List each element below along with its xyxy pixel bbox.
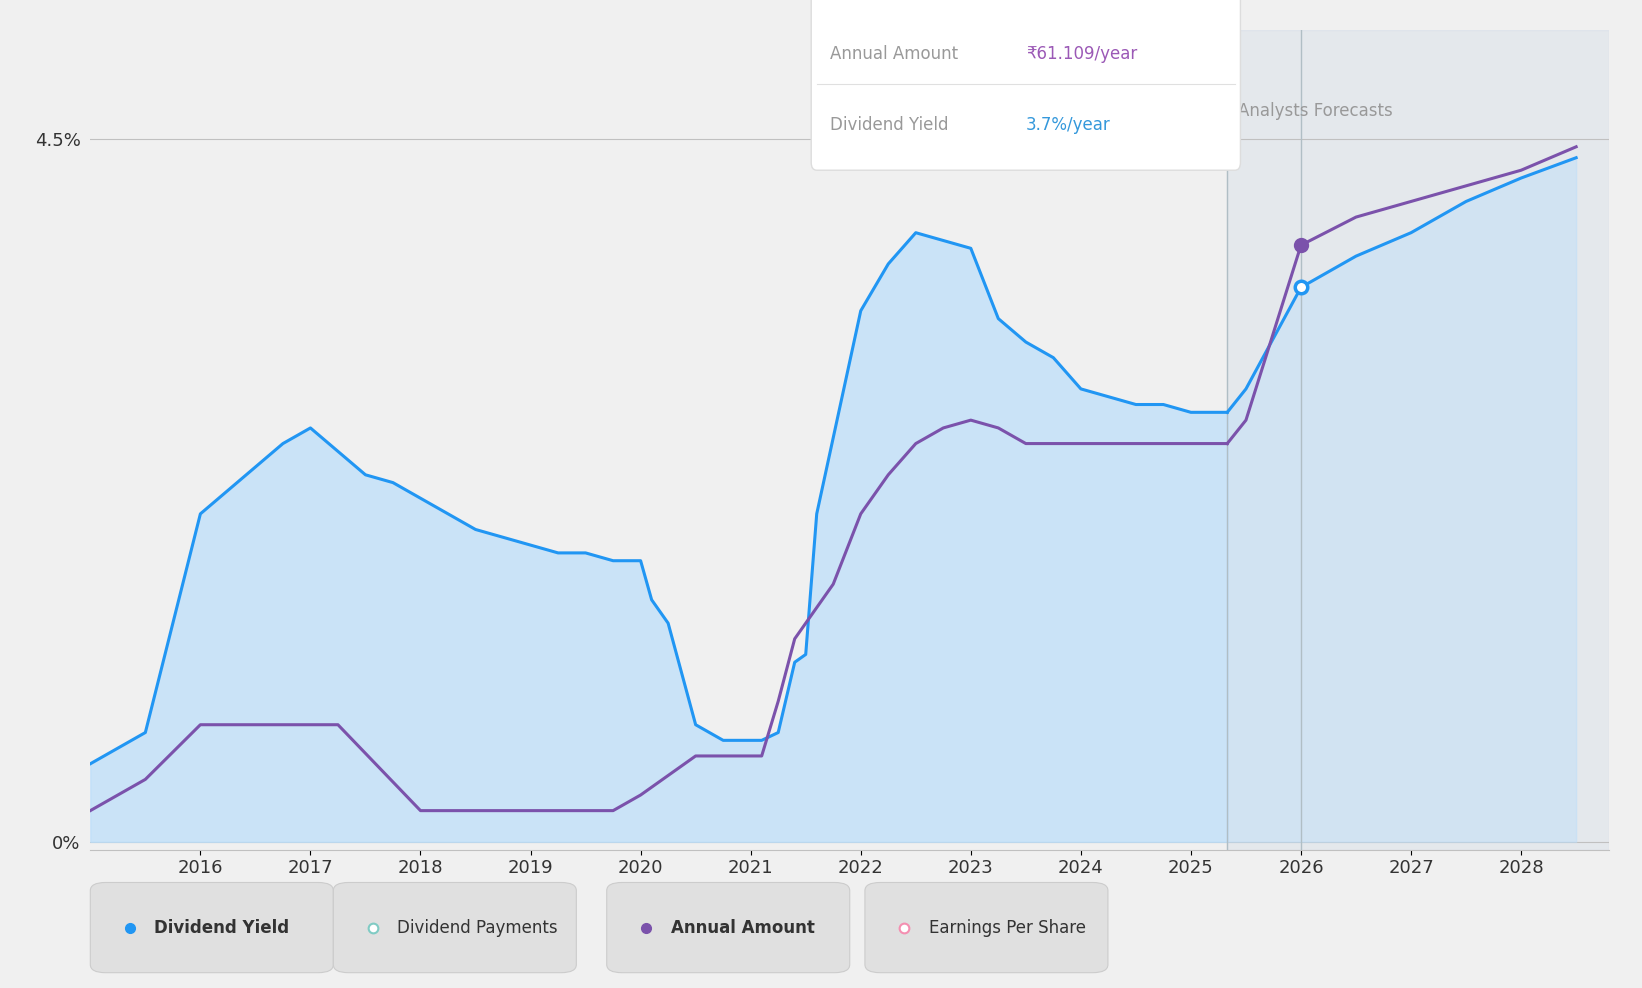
Text: Annual Amount: Annual Amount	[670, 919, 814, 937]
Text: ₹61.109/year: ₹61.109/year	[1026, 45, 1136, 63]
Text: Annual Amount: Annual Amount	[829, 45, 957, 63]
Text: Dividend Payments: Dividend Payments	[397, 919, 558, 937]
FancyBboxPatch shape	[333, 882, 576, 972]
FancyBboxPatch shape	[90, 882, 333, 972]
Bar	[1227, 30, 1609, 850]
Text: Past: Past	[1181, 102, 1222, 121]
FancyBboxPatch shape	[865, 882, 1108, 972]
Text: Analysts Forecasts: Analysts Forecasts	[1238, 102, 1392, 121]
Text: Earnings Per Share: Earnings Per Share	[929, 919, 1085, 937]
FancyBboxPatch shape	[811, 0, 1240, 170]
Text: Dividend Yield: Dividend Yield	[154, 919, 289, 937]
Text: Dividend Yield: Dividend Yield	[829, 116, 949, 133]
FancyBboxPatch shape	[608, 882, 851, 972]
Text: 3.7%/year: 3.7%/year	[1026, 116, 1110, 133]
